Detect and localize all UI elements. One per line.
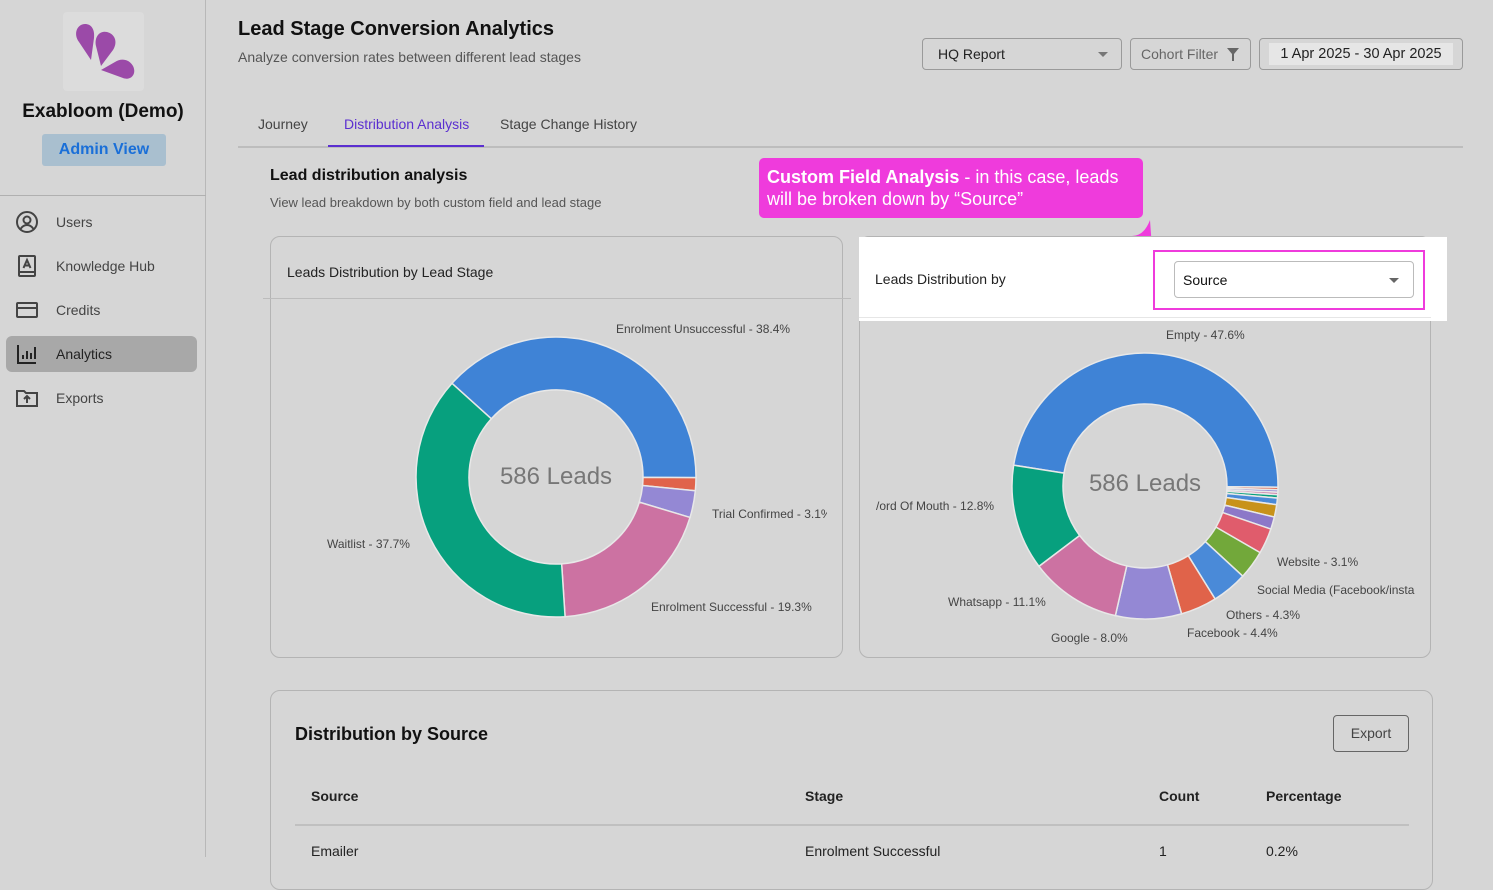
callout-text: - in this case, leads will be broken dow…	[767, 167, 1119, 209]
caret-down-icon	[1389, 278, 1399, 283]
slice-label: Facebook - 4.4%	[1187, 626, 1278, 640]
sidebar-item-users[interactable]: Users	[6, 204, 197, 240]
column-header-count[interactable]: Count	[1159, 788, 1200, 804]
sidebar-item-label: Knowledge Hub	[56, 258, 155, 274]
annotation-callout: Custom Field Analysis - in this case, le…	[759, 158, 1143, 218]
bar-chart-icon	[17, 345, 36, 364]
sidebar-item-credits[interactable]: Credits	[6, 292, 197, 328]
cell-source: Emailer	[311, 843, 359, 859]
chart-title: Leads Distribution by Lead Stage	[287, 264, 494, 280]
sidebar-item-analytics[interactable]: Analytics	[6, 336, 197, 372]
divider	[263, 298, 851, 299]
slice-label: /ord Of Mouth - 12.8%	[876, 499, 995, 513]
caret-down-icon	[1098, 52, 1108, 57]
cell-stage: Enrolment Successful	[805, 843, 941, 859]
slice-label: Website - 3.1%	[1277, 555, 1359, 569]
sidebar-item-label: Users	[56, 214, 93, 230]
admin-view-badge[interactable]: Admin View	[42, 134, 166, 166]
tab-bar: Journey Distribution Analysis Stage Chan…	[238, 100, 1463, 148]
slice-label: Trial Confirmed - 3.1%	[712, 507, 827, 521]
section-title: Lead distribution analysis	[270, 167, 468, 184]
sidebar-item-label: Analytics	[56, 346, 113, 362]
user-circle-icon	[16, 211, 38, 233]
date-range-picker[interactable]: 1 Apr 2025 - 30 Apr 2025	[1259, 38, 1463, 70]
highlight-box	[1153, 250, 1425, 310]
donut-slice-empty[interactable]	[1012, 352, 1279, 488]
page-title: Lead Stage Conversion Analytics	[238, 18, 555, 40]
active-tab-indicator	[328, 145, 484, 147]
logo	[63, 12, 144, 91]
slice-label: Social Media (Facebook/insta	[1257, 583, 1415, 597]
report-select[interactable]: HQ Report	[922, 38, 1122, 70]
column-header-stage[interactable]: Stage	[805, 788, 844, 804]
cell-percentage: 0.2%	[1266, 843, 1298, 859]
page-subtitle: Analyze conversion rates between differe…	[238, 49, 581, 65]
cohort-filter-label: Cohort Filter	[1141, 46, 1219, 62]
column-header-percentage[interactable]: Percentage	[1266, 788, 1342, 804]
table-title: Distribution by Source	[295, 724, 489, 744]
tab-journey[interactable]: Journey	[258, 116, 308, 132]
slice-label: Others - 4.3%	[1226, 608, 1301, 622]
credit-card-icon	[16, 302, 38, 318]
cohort-filter-button[interactable]: Cohort Filter	[1130, 38, 1251, 70]
sidebar-item-label: Exports	[56, 390, 104, 406]
source-chart-card	[859, 236, 1431, 658]
callout-bold: Custom Field Analysis	[767, 167, 960, 187]
filter-icon	[1227, 48, 1239, 61]
folder-upload-icon	[16, 390, 38, 407]
sidebar-item-label: Credits	[56, 302, 101, 318]
org-name: Exabloom (Demo)	[22, 101, 184, 122]
stage-chart-card: Leads Distribution by Lead Stage	[263, 236, 851, 658]
group-by-select[interactable]: Source	[1174, 261, 1414, 298]
group-by-value: Source	[1183, 272, 1228, 288]
column-header-source[interactable]: Source	[311, 788, 359, 804]
sidebar: Exabloom (Demo) Admin View Users Knowled…	[0, 0, 206, 857]
section-subtitle: View lead breakdown by both custom field…	[270, 195, 602, 210]
book-icon	[18, 255, 36, 277]
sidebar-item-knowledge-hub[interactable]: Knowledge Hub	[6, 248, 197, 284]
divider	[0, 195, 206, 196]
donut-slice-waitlist[interactable]	[415, 382, 566, 618]
report-select-value: HQ Report	[938, 46, 1005, 62]
slice-label: Enrolment Unsuccessful - 38.4%	[616, 322, 791, 336]
donut-slice-enrolment-unsuccessful[interactable]	[450, 336, 697, 479]
distribution-table-card: Distribution by Source Export	[270, 690, 1433, 890]
cell-count: 1	[1159, 843, 1167, 859]
sidebar-item-exports[interactable]: Exports	[6, 380, 197, 416]
center-label: 586 Leads	[499, 463, 613, 490]
tab-distribution-analysis[interactable]: Distribution Analysis	[344, 116, 470, 132]
center-label: 586 Leads	[1088, 470, 1202, 497]
divider	[295, 824, 1409, 826]
highlight-region: Leads Distribution by Source	[859, 237, 1447, 321]
slice-label: Waitlist - 37.7%	[327, 537, 410, 551]
slice-label: Google - 8.0%	[1051, 631, 1128, 645]
slice-label: Enrolment Successful - 19.3%	[651, 600, 812, 614]
slice-label: Empty - 47.6%	[1166, 328, 1245, 342]
chart-title: Leads Distribution by	[875, 271, 1006, 287]
date-range-value: 1 Apr 2025 - 30 Apr 2025	[1269, 43, 1453, 65]
slice-label: Whatsapp - 11.1%	[948, 595, 1046, 609]
donut-charts	[415, 336, 1279, 620]
export-button[interactable]: Export	[1333, 715, 1409, 752]
donut-slice-word-of-mouth[interactable]	[1011, 464, 1081, 568]
tab-stage-change-history[interactable]: Stage Change History	[500, 116, 637, 132]
divider	[859, 317, 1431, 318]
